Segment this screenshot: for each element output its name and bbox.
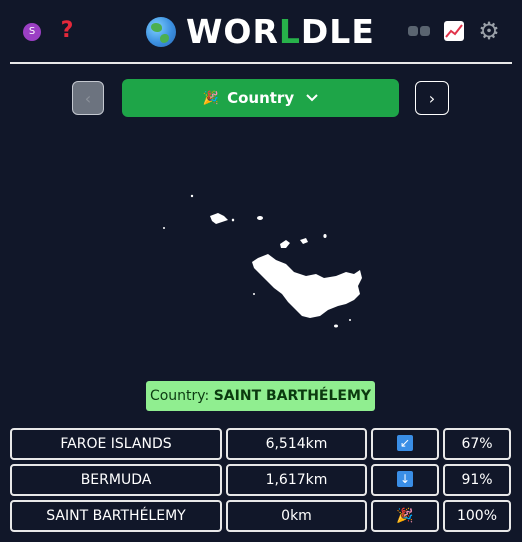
chevron-down-icon [306,91,318,105]
logo-text-part-3: DLE [300,12,375,51]
guess-row: FAROE ISLANDS 6,514km ↙ 67% [10,428,511,460]
gear-icon[interactable]: ⚙ [478,17,500,45]
globe-icon [146,17,176,47]
answer-prefix: Country: [149,388,214,404]
logo: WORLDLE [146,14,375,50]
guess-direction: ↓ [371,464,439,496]
mode-select-button[interactable]: 🎉 Country [122,79,399,117]
answer-country-name: SAINT BARTHÉLEMY [213,388,372,404]
guess-row: SAINT BARTHÉLEMY 0km 🎉 100% [10,500,511,532]
guess-distance: 6,514km [226,428,367,460]
answer-banner: Country: SAINT BARTHÉLEMY [146,381,375,411]
northwest-islet-shape [210,213,228,224]
tiny-islet-shape [323,234,327,238]
guess-direction: 🎉 [371,500,439,532]
logo-text-part-2: L [278,12,301,51]
games-icon-left [408,26,418,36]
tiny-islet-4-shape [253,293,255,295]
guess-distance: 1,617km [226,464,367,496]
guess-distance: 0km [226,500,367,532]
stats-chart-glyph [445,24,463,38]
header: S ? WORLDLE ⚙ [0,0,522,62]
tiny-islet-6-shape [349,319,351,321]
games-icon-right [420,26,430,36]
party-popper-icon: 🎉 [396,508,414,524]
logo-text-part-1: WOR [186,12,279,51]
party-popper-icon: 🎉 [202,90,220,106]
north-islet-shape [280,240,290,248]
tiny-islet-7-shape [231,218,235,222]
next-button[interactable]: › [415,81,449,115]
tiny-islet-5-shape [334,324,338,328]
avatar[interactable]: S [23,23,41,41]
prev-button[interactable]: ‹ [72,81,104,115]
games-icon[interactable] [408,24,430,38]
guess-proximity: 100% [443,500,511,532]
tiny-islet-2-shape [190,194,194,198]
guess-proximity: 67% [443,428,511,460]
guess-country-name: SAINT BARTHÉLEMY [10,500,222,532]
country-shape-map [163,194,362,328]
logo-text: WORLDLE [186,14,375,50]
arrow-down-left-icon: ↙ [397,434,413,451]
tiny-islet-3-shape [163,227,165,229]
main-island-shape [252,254,362,318]
help-icon[interactable]: ? [60,18,74,43]
chevron-down-glyph [306,94,318,102]
guess-direction: ↙ [371,428,439,460]
guess-proximity: 91% [443,464,511,496]
stats-icon[interactable] [444,21,464,41]
header-divider [10,62,512,64]
north-islet-2-shape [300,238,308,244]
arrow-down-icon: ↓ [397,470,413,487]
small-islet-shape [257,216,263,220]
mode-label: Country [227,89,295,107]
guess-country-name: BERMUDA [10,464,222,496]
guess-country-name: FAROE ISLANDS [10,428,222,460]
guess-row: BERMUDA 1,617km ↓ 91% [10,464,511,496]
